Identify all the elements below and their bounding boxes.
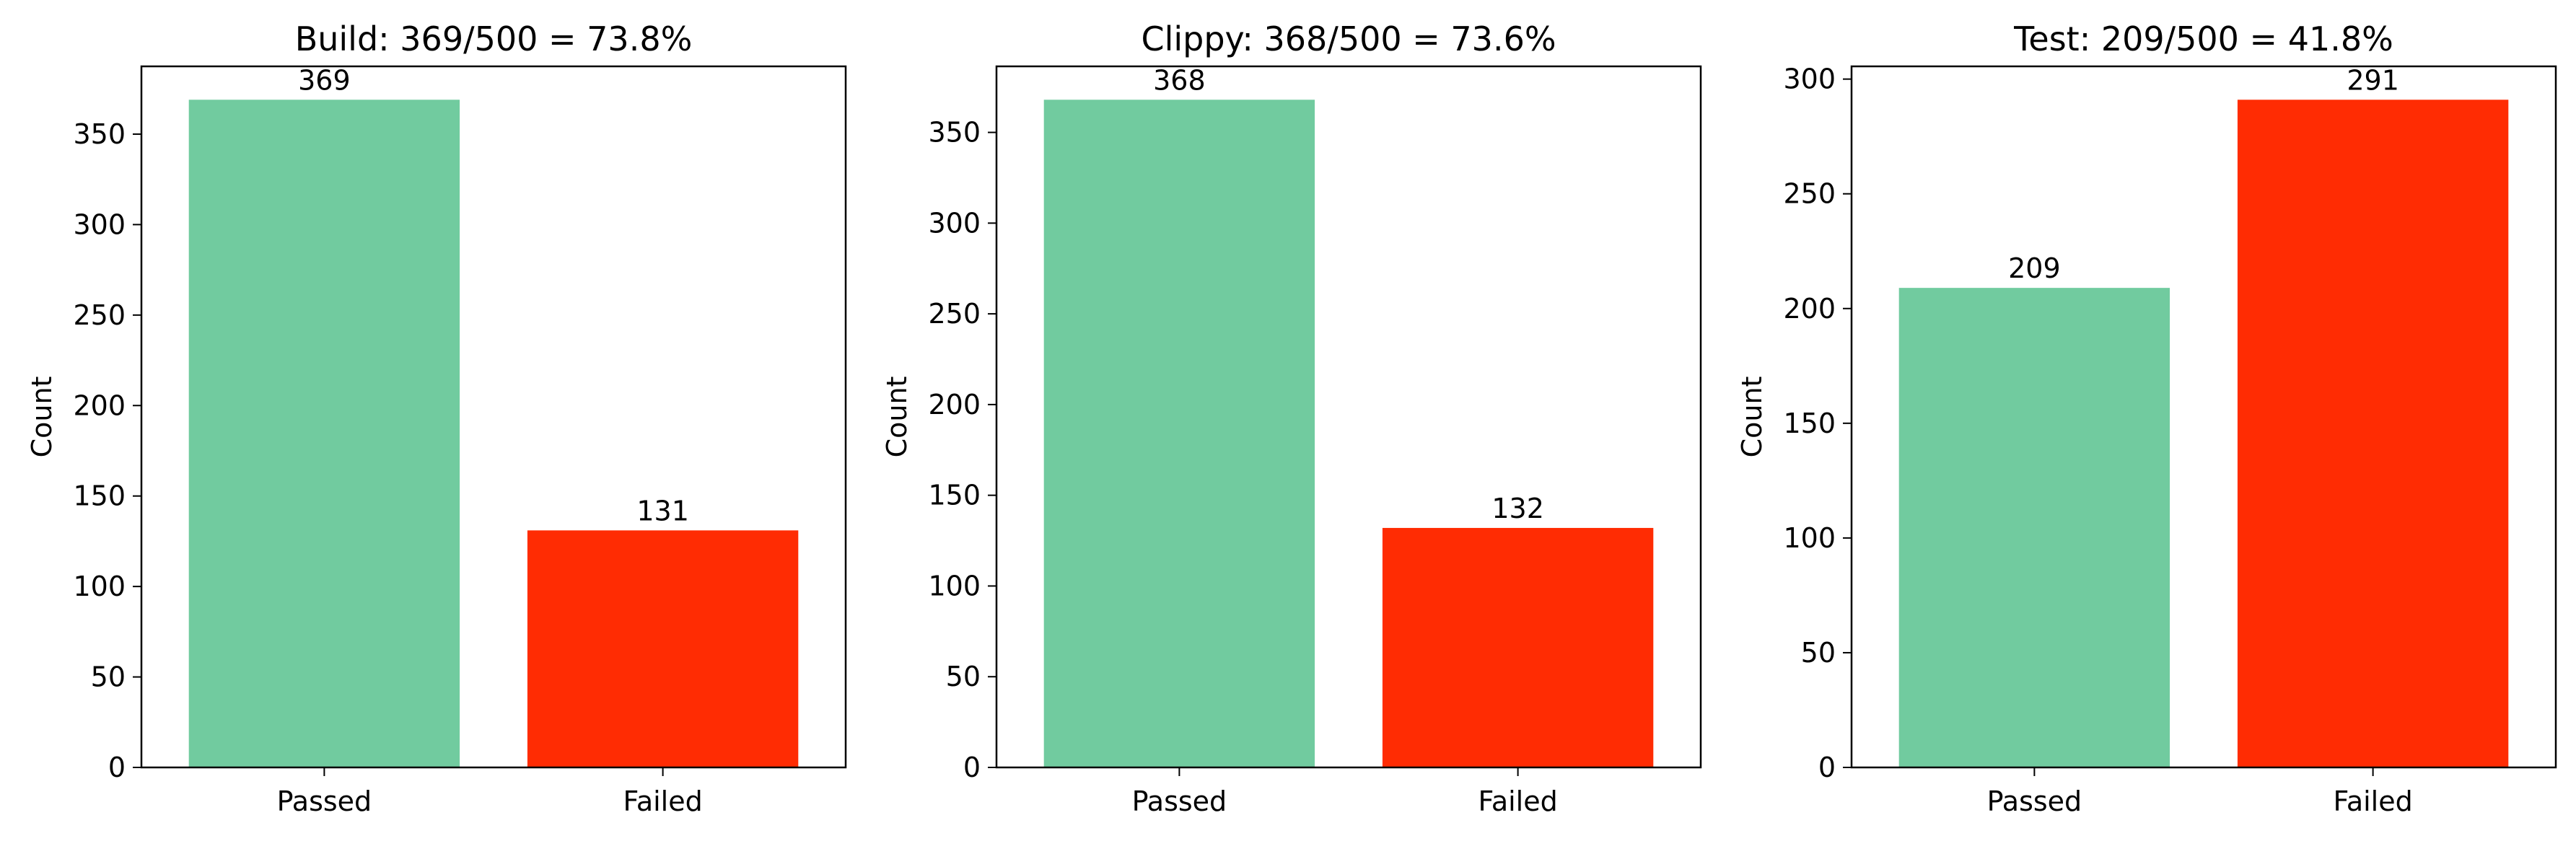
bar-failed (2237, 100, 2509, 768)
y-tick-label: 150 (1783, 408, 1836, 439)
chart-title: Build: 369/500 = 73.8% (295, 19, 693, 58)
y-tick-label: 350 (928, 117, 981, 149)
y-tick-label: 200 (73, 389, 126, 421)
x-tick-label: Passed (1987, 785, 2082, 817)
data-label: 368 (1153, 64, 1206, 96)
chart-panel-1: 369 Passed 131 Failed 0 50 100 150 200 250 300 350 B… (26, 19, 847, 817)
axes-frame (1850, 65, 2557, 769)
y-tick-label: 300 (73, 208, 126, 240)
y-tick-label: 0 (963, 752, 981, 783)
y-tick-label: 150 (928, 480, 981, 511)
y-tick-label: 200 (928, 389, 981, 420)
y-tick-label: 0 (1818, 752, 1836, 783)
y-tick-label: 100 (1783, 522, 1836, 554)
x-tick-label: Failed (1478, 785, 1557, 817)
y-tick-label: 100 (928, 570, 981, 602)
data-label: 291 (2347, 64, 2399, 96)
bar-passed (1898, 288, 2170, 768)
x-tick-label: Passed (1132, 785, 1227, 817)
bar-passed (188, 100, 460, 768)
data-label: 209 (2008, 252, 2061, 284)
chart-title: Test: 209/500 = 41.8% (2013, 19, 2393, 58)
y-tick-label: 350 (73, 118, 126, 150)
bar-failed (527, 530, 799, 767)
y-axis-label: Count (1736, 377, 1768, 458)
y-axis-label: Count (26, 377, 58, 458)
axes-frame (995, 65, 1702, 769)
x-tick-label: Failed (2333, 785, 2412, 817)
y-tick-label: 50 (946, 661, 981, 692)
x-tick-label: Failed (623, 785, 702, 817)
y-tick-label: 50 (1801, 637, 1836, 669)
axes-frame (140, 65, 847, 769)
data-label: 131 (636, 495, 689, 527)
x-tick-label: Passed (277, 785, 372, 817)
y-tick-label: 150 (73, 480, 126, 512)
bar-passed (1043, 100, 1315, 768)
y-tick-label: 50 (91, 661, 126, 693)
chart-title: Clippy: 368/500 = 73.6% (1141, 19, 1556, 58)
y-tick-label: 0 (108, 752, 126, 783)
y-tick-label: 300 (928, 207, 981, 239)
chart-panel-2: 368 Passed 132 Failed 0 50 100 150 200 250 300 350 C… (881, 19, 1702, 817)
y-tick-label: 250 (1783, 178, 1836, 210)
y-tick-label: 250 (928, 298, 981, 330)
y-tick-label: 300 (1783, 63, 1836, 95)
y-tick-label: 200 (1783, 293, 1836, 325)
chart-panel-3: 209 Passed 291 Failed 0 50 100 150 200 250 300 Test… (1736, 19, 2557, 817)
y-axis-label: Count (881, 377, 913, 458)
bar-failed (1382, 527, 1654, 767)
y-tick-label: 250 (73, 299, 126, 331)
data-label: 132 (1491, 493, 1544, 524)
data-label: 369 (298, 64, 351, 96)
y-tick-label: 100 (73, 571, 126, 602)
